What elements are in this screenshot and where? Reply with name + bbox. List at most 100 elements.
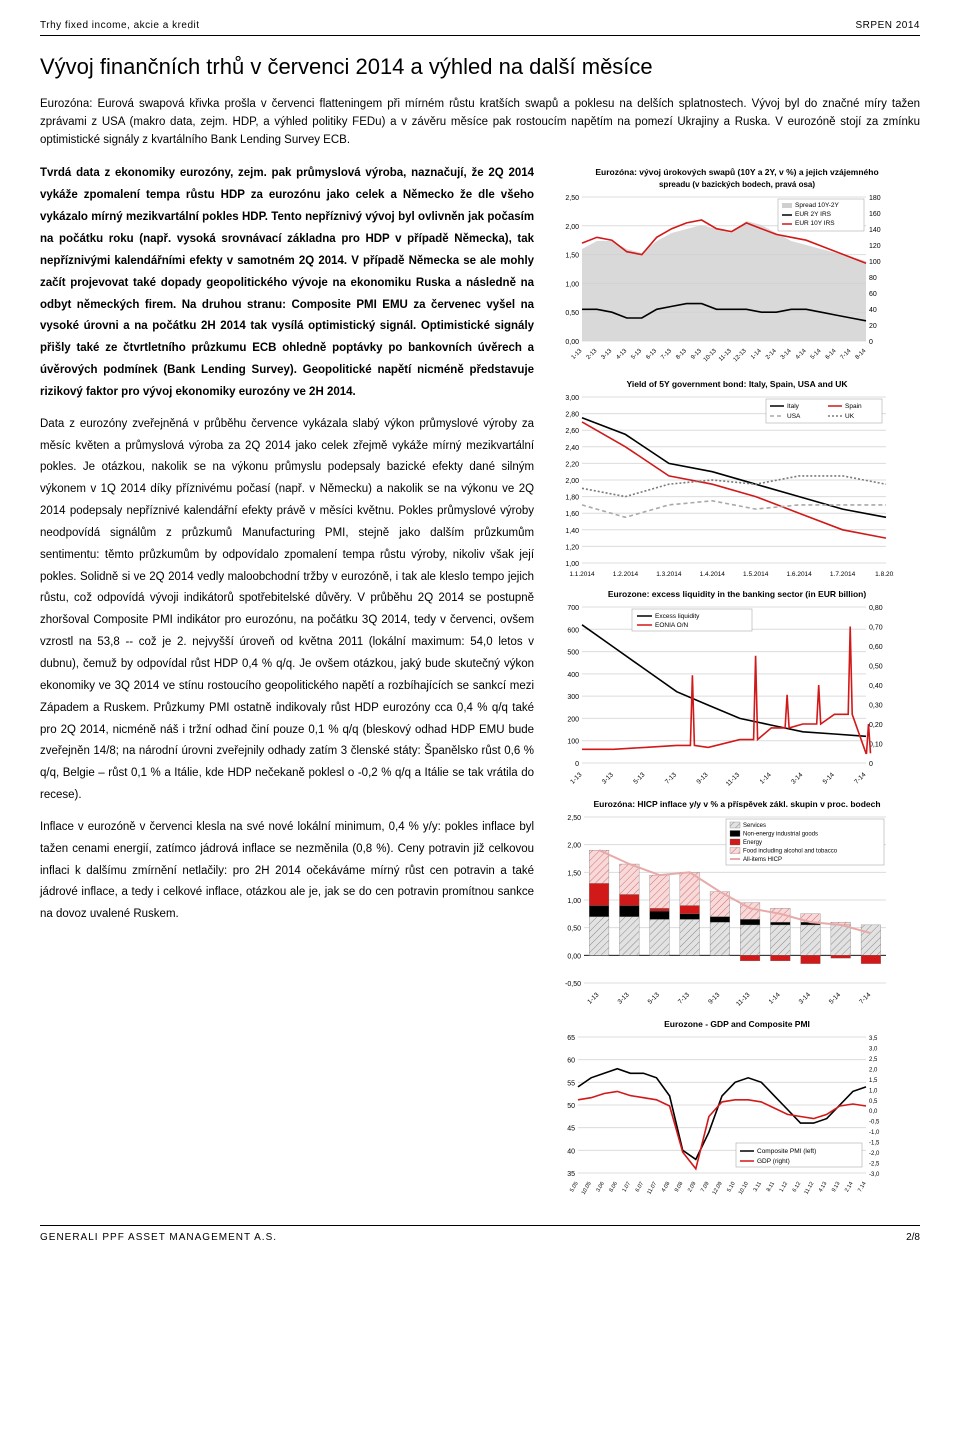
chart3-svg: 70060050040030020010000,800,700,600,500,… [554, 601, 894, 791]
svg-text:2,5: 2,5 [869, 1057, 878, 1063]
svg-text:2-13: 2-13 [586, 347, 599, 360]
svg-text:600: 600 [567, 627, 579, 634]
svg-text:-2,5: -2,5 [869, 1162, 880, 1168]
body-p1: Tvrdá data z ekonomiky eurozóny, zejm. p… [40, 163, 534, 403]
svg-text:9-13: 9-13 [696, 771, 710, 785]
svg-text:180: 180 [869, 195, 881, 202]
svg-text:2.09: 2.09 [687, 1181, 698, 1193]
svg-text:0,50: 0,50 [869, 664, 883, 671]
svg-text:7-14: 7-14 [840, 347, 853, 360]
footer-left: GENERALI PPF ASSET MANAGEMENT A.S. [40, 1232, 277, 1243]
svg-text:0: 0 [575, 761, 579, 768]
svg-text:-1,0: -1,0 [869, 1131, 880, 1137]
svg-text:EONIA O/N: EONIA O/N [655, 622, 689, 629]
svg-text:-0,50: -0,50 [565, 981, 581, 988]
svg-text:0,50: 0,50 [565, 310, 579, 317]
svg-text:3-14: 3-14 [798, 991, 812, 1005]
svg-text:0: 0 [869, 339, 873, 346]
svg-text:1,00: 1,00 [565, 281, 579, 288]
svg-text:Services: Services [743, 823, 766, 829]
svg-text:2.14: 2.14 [844, 1181, 855, 1193]
svg-text:0,0: 0,0 [869, 1110, 878, 1116]
svg-text:8-14: 8-14 [855, 347, 868, 360]
svg-text:400: 400 [567, 672, 579, 679]
svg-text:45: 45 [567, 1126, 575, 1133]
svg-text:8.06: 8.06 [608, 1181, 619, 1193]
svg-text:5-13: 5-13 [647, 991, 661, 1005]
chart1-subtitle: spreadu (v bazických bodech, pravá osa) [554, 180, 920, 189]
body-p3: Inflace v eurozóně v červenci klesla na … [40, 817, 534, 926]
svg-text:Non-energy industrial goods: Non-energy industrial goods [743, 832, 818, 838]
charts-column: Eurozóna: vývoj úrokových swapů (10Y a 2… [554, 163, 920, 1201]
svg-text:0,30: 0,30 [869, 703, 883, 710]
svg-text:2,80: 2,80 [565, 411, 579, 418]
svg-text:1,60: 1,60 [565, 511, 579, 518]
footer-page-number: 2/8 [906, 1232, 920, 1243]
svg-text:GDP (right): GDP (right) [757, 1158, 790, 1165]
svg-text:4.13: 4.13 [818, 1181, 829, 1193]
page-header: Trhy fixed income, akcie a kredit SRPEN … [40, 20, 920, 36]
svg-text:2,60: 2,60 [565, 428, 579, 435]
body-p2: Data z eurozóny zveřejněná v průběhu čer… [40, 414, 534, 807]
svg-text:5-13: 5-13 [631, 347, 644, 360]
svg-text:2-14: 2-14 [765, 347, 778, 360]
svg-text:40: 40 [567, 1149, 575, 1156]
svg-text:1.7.2014: 1.7.2014 [830, 571, 856, 578]
svg-text:7-13: 7-13 [660, 347, 673, 360]
svg-text:3.11: 3.11 [753, 1181, 763, 1193]
svg-text:1.3.2014: 1.3.2014 [656, 571, 682, 578]
chart2-svg: 3,002,802,602,402,202,001,801,601,401,20… [554, 391, 894, 581]
svg-text:3-14: 3-14 [790, 771, 804, 785]
svg-text:40: 40 [869, 307, 877, 314]
svg-text:4-14: 4-14 [795, 347, 808, 360]
svg-text:7.09: 7.09 [700, 1181, 711, 1193]
svg-text:1,00: 1,00 [565, 561, 579, 568]
svg-text:140: 140 [869, 227, 881, 234]
svg-text:0,70: 0,70 [869, 625, 883, 632]
svg-text:65: 65 [567, 1035, 575, 1042]
svg-text:100: 100 [869, 259, 881, 266]
svg-text:EUR 10Y IRS: EUR 10Y IRS [795, 220, 835, 227]
svg-text:11-13: 11-13 [718, 347, 733, 362]
svg-text:3-13: 3-13 [601, 771, 615, 785]
chart-hicp: Eurozóna: HICP inflace y/y v % a příspěv… [554, 799, 920, 1011]
svg-text:11.12: 11.12 [804, 1181, 816, 1196]
svg-text:11-13: 11-13 [725, 771, 742, 788]
svg-text:0,00: 0,00 [567, 954, 581, 961]
svg-text:5-13: 5-13 [632, 771, 646, 785]
svg-text:2,00: 2,00 [565, 478, 579, 485]
svg-text:9-13: 9-13 [707, 991, 721, 1005]
chart2-title: Yield of 5Y government bond: Italy, Spai… [554, 379, 920, 389]
svg-text:Composite PMI (left): Composite PMI (left) [757, 1148, 816, 1155]
svg-text:2,0: 2,0 [869, 1068, 878, 1074]
svg-text:3,5: 3,5 [869, 1036, 878, 1042]
svg-text:2,00: 2,00 [565, 223, 579, 230]
svg-text:Energy: Energy [743, 840, 762, 846]
svg-text:2,20: 2,20 [565, 461, 579, 468]
svg-text:500: 500 [567, 650, 579, 657]
svg-text:7-13: 7-13 [677, 991, 691, 1005]
svg-text:1.6.2014: 1.6.2014 [787, 571, 813, 578]
chart5-title: Eurozone - GDP and Composite PMI [554, 1019, 920, 1029]
svg-text:1,5: 1,5 [869, 1078, 878, 1084]
svg-text:All-items HICP: All-items HICP [743, 857, 782, 863]
two-column-layout: Tvrdá data z ekonomiky eurozóny, zejm. p… [40, 163, 920, 1201]
svg-text:9.08: 9.08 [674, 1181, 685, 1193]
chart3-title: Eurozone: excess liquidity in the bankin… [554, 589, 920, 599]
svg-text:0,00: 0,00 [565, 339, 579, 346]
svg-text:0,40: 0,40 [869, 683, 883, 690]
svg-text:200: 200 [567, 716, 579, 723]
svg-text:9-13: 9-13 [690, 347, 703, 360]
svg-text:0,10: 0,10 [869, 742, 883, 749]
svg-text:-1,5: -1,5 [869, 1141, 880, 1147]
svg-text:20: 20 [869, 323, 877, 330]
svg-text:60: 60 [869, 291, 877, 298]
svg-text:7-14: 7-14 [858, 991, 872, 1005]
svg-text:1-14: 1-14 [768, 991, 782, 1005]
svg-text:Italy: Italy [787, 403, 800, 410]
svg-text:3-13: 3-13 [617, 991, 631, 1005]
svg-text:1,00: 1,00 [567, 898, 581, 905]
page-footer: GENERALI PPF ASSET MANAGEMENT A.S. 2/8 [40, 1225, 920, 1243]
svg-text:1.4.2014: 1.4.2014 [700, 571, 726, 578]
svg-text:3-14: 3-14 [780, 347, 793, 360]
